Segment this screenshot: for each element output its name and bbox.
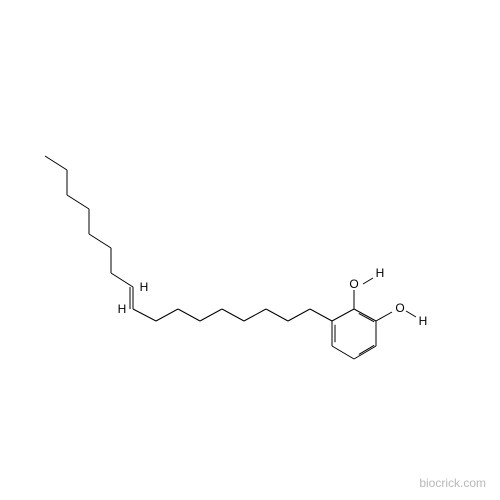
molecule-canvas: [0, 0, 500, 500]
atom-label: H: [140, 280, 149, 294]
watermark-text: biocrick.com: [419, 476, 486, 490]
atom-label: H: [419, 314, 428, 328]
atom-label: H: [376, 266, 385, 280]
atom-label: O: [349, 277, 358, 291]
atom-label: O: [395, 301, 404, 315]
atom-label: H: [118, 302, 127, 316]
